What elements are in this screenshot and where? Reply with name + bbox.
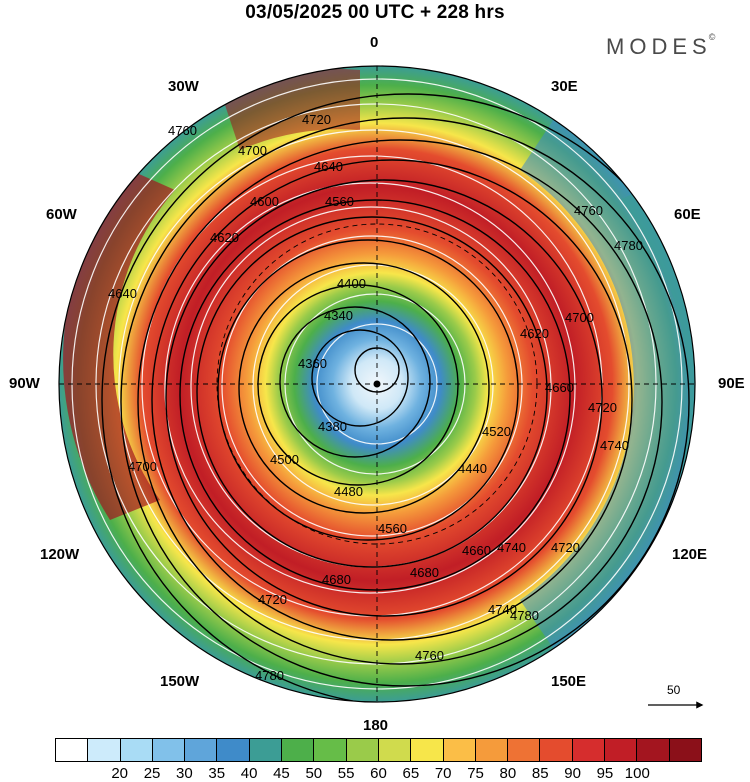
contour-label: 4500	[270, 452, 299, 467]
contour-label: 4640	[314, 159, 343, 174]
contour-label: 4640	[108, 286, 137, 301]
lon-label-60w: 60W	[46, 206, 77, 223]
map-field	[59, 66, 695, 702]
legend-swatch	[572, 739, 606, 761]
legend-tick-label: 45	[273, 765, 290, 782]
legend-tick-label: 60	[370, 765, 387, 782]
contour-label-group: 4760 4720 4700 4640 4600 4560 4480 4400 …	[108, 112, 643, 683]
contour-label: 4620	[520, 326, 549, 341]
legend-swatch	[56, 739, 89, 761]
legend-tick-label: 40	[240, 765, 258, 782]
lon-label-150w: 150W	[160, 673, 200, 690]
legend-tick-label: 80	[499, 765, 517, 782]
legend-swatch	[540, 739, 573, 761]
lon-label-90e: 90E	[718, 375, 745, 392]
contour-label: 4660	[462, 543, 491, 558]
contour-label: 4720	[302, 112, 331, 127]
legend-tick-label: 20	[111, 765, 129, 782]
logo-mark: ©	[708, 32, 716, 42]
lon-label-150e: 150E	[551, 673, 587, 690]
legend-swatch	[443, 739, 476, 761]
contour-label: 4780	[510, 608, 539, 623]
contour-label: 4760	[574, 203, 603, 218]
contour-label: 4700	[238, 143, 267, 158]
contour-label: 4400	[337, 276, 366, 291]
contour-label: 4720	[588, 400, 617, 415]
contour-label: 4440	[458, 461, 487, 476]
contour-label: 4780	[614, 238, 643, 253]
contour-label: 4620	[210, 230, 239, 245]
legend-tick-label: 55	[337, 765, 355, 782]
map-boundary	[58, 65, 696, 703]
jet-core-west	[63, 170, 176, 520]
legend-tick-label: 85	[531, 765, 549, 782]
contour-label: 4360	[298, 356, 327, 371]
north-pole-marker	[373, 380, 381, 388]
legend-swatch	[411, 739, 444, 761]
lon-label-120w: 120W	[40, 546, 80, 563]
contour-label: 4520	[482, 424, 511, 439]
vector-scale-label: 50	[667, 683, 681, 697]
legend-swatch	[637, 739, 670, 761]
legend-tick-label: 25	[143, 765, 161, 782]
contour-label: 4780	[255, 668, 284, 683]
lon-label-0: 0	[370, 34, 379, 51]
lon-label-180: 180	[363, 717, 389, 734]
legend-swatch	[346, 739, 379, 761]
contour-label: 4560	[325, 194, 354, 209]
legend-swatch	[605, 739, 638, 761]
contour-label: 4760	[415, 648, 444, 663]
contour-label: 4600	[250, 194, 279, 209]
contour-label: 4720	[551, 540, 580, 555]
lon-label-90w: 90W	[9, 375, 40, 392]
legend-tick-label: 95	[596, 765, 614, 782]
legend-swatch	[88, 739, 121, 761]
legend-swatch	[314, 739, 347, 761]
lon-label-120e: 120E	[672, 546, 708, 563]
contour-label: 4740	[600, 438, 629, 453]
legend-swatch	[217, 739, 250, 761]
contour-label: 4740	[488, 602, 517, 617]
contour-label: 4720	[258, 592, 287, 607]
contour-label: 4660	[545, 380, 574, 395]
contour-label: 4760	[168, 123, 197, 138]
contour-label: 4700	[128, 459, 157, 474]
legend-swatch	[282, 739, 315, 761]
logo-text: MODES	[606, 34, 712, 59]
legend-swatch	[508, 739, 541, 761]
contour-label: 4380	[318, 419, 347, 434]
polar-map: 4760 4720 4700 4640 4600 4560 4480 4400 …	[58, 65, 704, 709]
legend-tick-label: 50	[305, 765, 323, 782]
color-legend-bar	[55, 738, 702, 762]
map-title: 03/05/2025 00 UTC + 228 hrs	[245, 2, 505, 23]
legend-swatch	[185, 739, 218, 761]
legend-swatch	[249, 739, 283, 761]
contour-label: 4680	[322, 572, 351, 587]
contour-label: 4740	[497, 540, 526, 555]
lon-label-60e: 60E	[674, 206, 701, 223]
contour-label: 4680	[410, 565, 439, 580]
legend-tick-label: 75	[467, 765, 484, 782]
legend-swatch	[475, 739, 509, 761]
contour-label: 4700	[565, 310, 594, 325]
legend-swatch	[378, 739, 412, 761]
contour-label: 4480	[334, 484, 363, 499]
height-contours	[101, 93, 695, 702]
legend-tick-label: 100	[624, 765, 650, 782]
legend-tick-label: 35	[208, 765, 226, 782]
legend-tick-label: 90	[564, 765, 581, 782]
legend-tick-label: 70	[434, 765, 452, 782]
legend-tick-label: 65	[402, 765, 420, 782]
color-legend-ticks: 20 25 30 35 40 45 50 55 60 65 70 75 80 85 90 95 100	[55, 765, 702, 782]
legend-swatch	[120, 739, 153, 761]
lon-label-30w: 30W	[168, 78, 199, 95]
legend-tick-label: 30	[176, 765, 193, 782]
legend-swatch	[152, 739, 186, 761]
lon-label-30e: 30E	[551, 78, 578, 95]
contour-label: 4340	[324, 308, 353, 323]
legend-swatch	[669, 739, 701, 761]
contour-label: 4560	[378, 521, 407, 536]
modes-logo: MODES©	[606, 32, 718, 60]
